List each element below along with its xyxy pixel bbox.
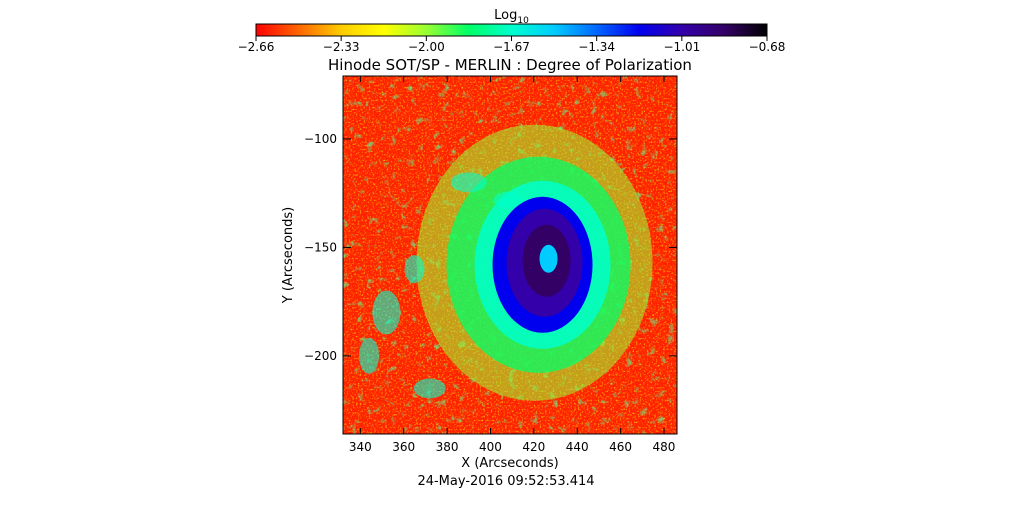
- y-axis-label: Y (Arcseconds): [281, 207, 296, 304]
- colorbar-tick-label: −1.34: [578, 40, 615, 54]
- heatmap-image: [343, 76, 677, 434]
- plage-patch: [493, 191, 522, 208]
- x-axis: 340 360 380 400 420 440 460 480: [349, 76, 676, 454]
- x-tick-label: 340: [349, 440, 372, 454]
- plot-frame: [342, 75, 678, 435]
- colorbar-gradient: [255, 23, 768, 37]
- heatmap-features: [359, 124, 653, 401]
- plage-patch: [450, 172, 487, 193]
- x-tick-label: 400: [479, 440, 502, 454]
- colorbar-tick-label: −1.67: [493, 40, 530, 54]
- plage-patch: [372, 290, 401, 335]
- x-tick-label: 460: [609, 440, 632, 454]
- plage-patch: [404, 255, 425, 284]
- chart-title: Hinode SOT/SP - MERLIN : Degree of Polar…: [328, 56, 692, 74]
- plage-patch: [359, 337, 380, 374]
- y-tick-label: −200: [304, 349, 337, 363]
- colorbar-tick-label: −1.01: [663, 40, 700, 54]
- x-tick-label: 440: [566, 440, 589, 454]
- plage-patch: [413, 378, 446, 399]
- colorbar-tick-label: −2.66: [238, 40, 275, 54]
- date-label: 24-May-2016 09:52:53.414: [417, 474, 594, 489]
- colorbar-tick-label: −2.00: [408, 40, 445, 54]
- colorbar-label: Log10: [494, 8, 529, 26]
- colorbar-tick-label: −0.68: [749, 40, 786, 54]
- x-tick-label: 420: [522, 440, 545, 454]
- x-tick-label: 480: [653, 440, 676, 454]
- colorbar-tick-label: −2.33: [323, 40, 360, 54]
- colorbar-ticks: −2.66 −2.33 −2.00 −1.67 −1.34 −1.01 −0.68: [238, 36, 786, 54]
- colorbar-label-sub: 10: [517, 16, 529, 26]
- colorbar: Log10 −2.66 −2.33 −2.00 −1.67 −1.34 −1.01 −0.6…: [238, 8, 786, 54]
- umbra-core: [539, 244, 558, 273]
- y-axis: −100 −150 −200: [304, 132, 677, 363]
- x-axis-label: X (Arcseconds): [461, 456, 558, 471]
- x-tick-label: 380: [436, 440, 459, 454]
- y-tick-label: −150: [304, 240, 337, 254]
- y-tick-label: −100: [304, 132, 337, 146]
- x-tick-label: 360: [392, 440, 415, 454]
- colorbar-label-base: Log: [494, 8, 517, 23]
